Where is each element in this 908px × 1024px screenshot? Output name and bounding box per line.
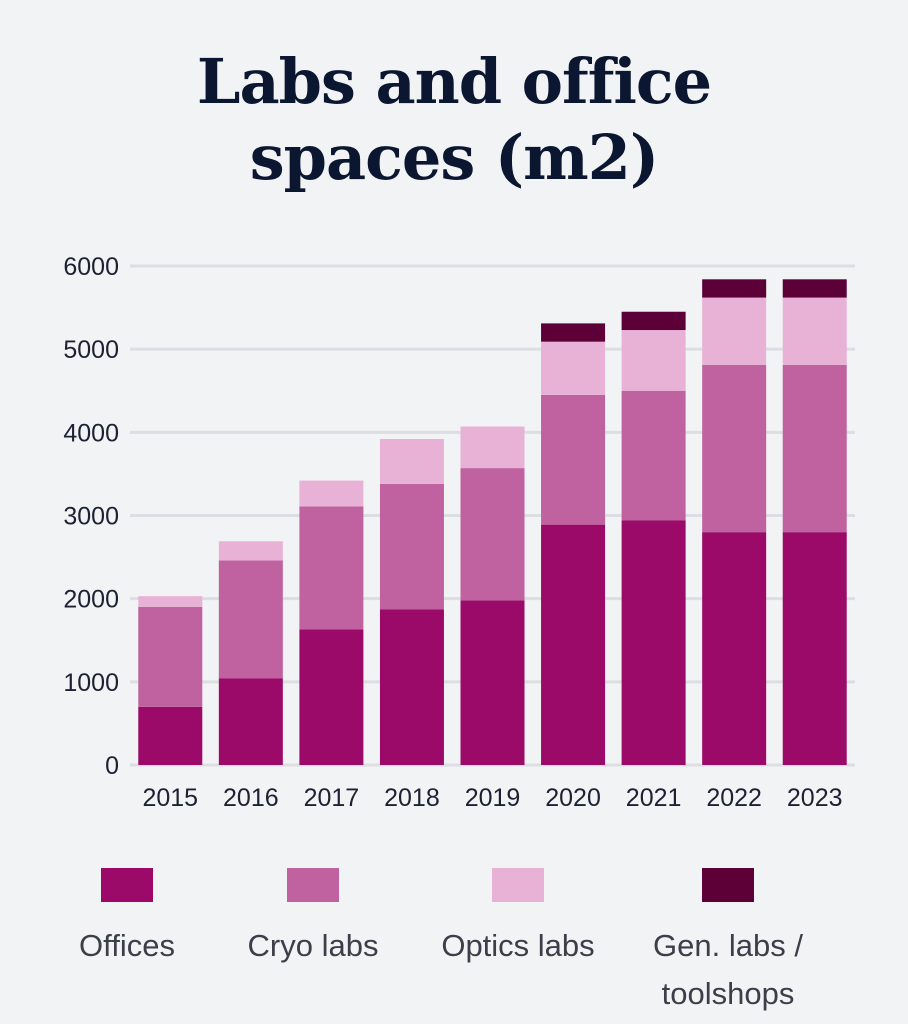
chart-title-line-2: spaces (m2) xyxy=(249,121,660,194)
legend-label-offices: Offices xyxy=(79,928,175,963)
bar-2022-offices xyxy=(702,532,767,765)
bar-2022-cryo-labs xyxy=(702,364,767,533)
bar-2017-optics-labs xyxy=(299,480,364,507)
x-tick-label-2020: 2020 xyxy=(545,784,601,812)
bar-2020-cryo-labs xyxy=(541,394,606,525)
bar-2023-offices xyxy=(782,532,847,765)
chart-title: Labs and office spaces (m2) xyxy=(0,44,908,196)
chart-title-line-1: Labs and office xyxy=(196,45,712,118)
legend-swatch-optics-labs xyxy=(492,868,544,902)
bar-2018-cryo-labs xyxy=(379,483,444,610)
legend-swatch-cryo-labs xyxy=(287,868,339,902)
x-tick-label-2019: 2019 xyxy=(465,784,521,812)
legend-swatch-gen-labs-toolshops xyxy=(702,868,754,902)
bar-2023-gen-labs-toolshops xyxy=(782,279,847,298)
bar-2021-optics-labs xyxy=(621,330,686,391)
bar-2016-offices xyxy=(218,678,283,765)
bar-2018-offices xyxy=(379,609,444,765)
bar-2018-optics-labs xyxy=(379,438,444,484)
x-tick-label-2018: 2018 xyxy=(384,784,440,812)
y-tick-label-0: 0 xyxy=(105,752,119,780)
x-tick-label-2015: 2015 xyxy=(142,784,198,812)
bars xyxy=(138,279,847,765)
y-tick-label-5000: 5000 xyxy=(63,336,119,364)
bar-2020-gen-labs-toolshops xyxy=(541,323,606,342)
bar-2022-gen-labs-toolshops xyxy=(702,279,767,298)
y-tick-label-4000: 4000 xyxy=(63,419,119,447)
bar-2022-optics-labs xyxy=(702,297,767,365)
bar-2023-optics-labs xyxy=(782,297,847,365)
legend-item-gen-labs-toolshops: Gen. labs / toolshops xyxy=(618,868,838,1018)
x-tick-label-2023: 2023 xyxy=(787,784,843,812)
y-tick-label-1000: 1000 xyxy=(63,669,119,697)
bar-2016-optics-labs xyxy=(218,541,283,561)
legend-label-gen-labs-line-1: Gen. labs / xyxy=(653,928,803,963)
bar-2021-offices xyxy=(621,520,686,765)
bar-2015-cryo-labs xyxy=(138,606,203,707)
legend-label-optics-labs: Optics labs xyxy=(441,928,595,963)
bar-2019-optics-labs xyxy=(460,426,525,469)
bar-2019-cryo-labs xyxy=(460,468,525,601)
legend-item-optics-labs: Optics labs xyxy=(408,868,628,970)
x-tick-label-2022: 2022 xyxy=(706,784,762,812)
y-axis-tick-labels: 0 1000 2000 3000 4000 5000 6000 xyxy=(63,253,119,780)
bar-2017-cryo-labs xyxy=(299,506,364,630)
legend-label-gen-labs-toolshops: Gen. labs / toolshops xyxy=(618,922,838,1018)
y-tick-label-6000: 6000 xyxy=(63,253,119,281)
x-tick-label-2016: 2016 xyxy=(223,784,279,812)
y-tick-label-3000: 3000 xyxy=(63,503,119,531)
bar-2023-cryo-labs xyxy=(782,364,847,533)
bar-2015-offices xyxy=(138,706,203,765)
x-tick-label-2021: 2021 xyxy=(626,784,682,812)
bar-2021-gen-labs-toolshops xyxy=(621,311,686,331)
legend-swatch-offices xyxy=(101,868,153,902)
legend: Offices Cryo labs Optics labs Gen. labs … xyxy=(0,868,908,1018)
legend-item-offices: Offices xyxy=(17,868,237,970)
bar-2016-cryo-labs xyxy=(218,560,283,679)
x-axis-tick-labels: 2015 2016 2017 2018 2019 2020 2021 2022 2023 xyxy=(142,784,842,812)
y-tick-label-2000: 2000 xyxy=(63,586,119,614)
legend-item-cryo-labs: Cryo labs xyxy=(203,868,423,970)
legend-label-cryo-labs: Cryo labs xyxy=(247,928,379,963)
x-tick-label-2017: 2017 xyxy=(304,784,360,812)
bar-2021-cryo-labs xyxy=(621,390,686,521)
bar-2015-optics-labs xyxy=(138,596,203,607)
bar-2019-offices xyxy=(460,600,525,765)
bar-2017-offices xyxy=(299,629,364,765)
bar-2020-optics-labs xyxy=(541,341,606,395)
bar-2020-offices xyxy=(541,524,606,765)
legend-label-gen-labs-line-2: toolshops xyxy=(661,976,795,1011)
